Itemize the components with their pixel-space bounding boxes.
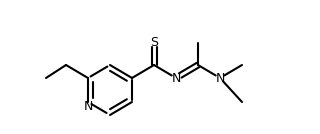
Text: N: N [83,100,93,113]
Text: N: N [215,72,225,85]
Text: N: N [171,72,181,85]
Text: S: S [150,36,158,49]
